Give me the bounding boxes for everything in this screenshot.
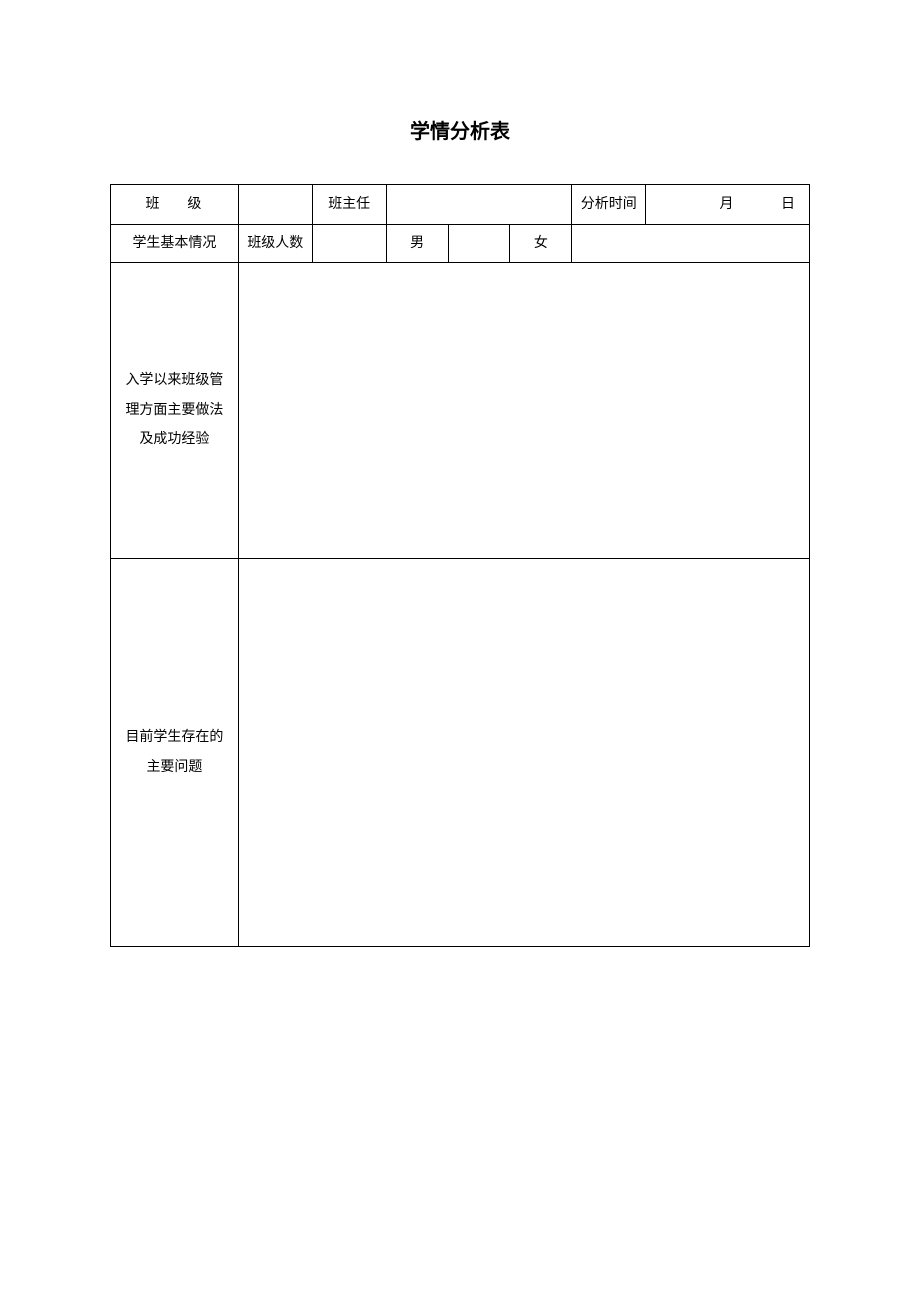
student-issues-value-cell bbox=[238, 559, 809, 947]
teacher-label: 班主任 bbox=[312, 185, 386, 225]
student-issues-label: 目前学生存在的主要问题 bbox=[111, 559, 239, 947]
female-label: 女 bbox=[510, 225, 572, 263]
analysis-time-label: 分析时间 bbox=[572, 185, 646, 225]
class-value-cell bbox=[238, 185, 312, 225]
table-row: 学生基本情况 班级人数 男 女 bbox=[111, 225, 810, 263]
male-value-cell bbox=[448, 225, 510, 263]
month-label: 月 bbox=[720, 191, 734, 219]
teacher-value-cell bbox=[386, 185, 572, 225]
day-label: 日 bbox=[781, 191, 795, 219]
class-count-value-cell bbox=[312, 225, 386, 263]
page-title: 学情分析表 bbox=[0, 115, 920, 144]
class-count-label: 班级人数 bbox=[238, 225, 312, 263]
table-row: 班级 班主任 分析时间 月 日 bbox=[111, 185, 810, 225]
analysis-time-value-cell: 月 日 bbox=[646, 185, 810, 225]
table-row: 入学以来班级管理方面主要做法及成功经验 bbox=[111, 263, 810, 559]
female-value-cell bbox=[572, 225, 810, 263]
table-row: 目前学生存在的主要问题 bbox=[111, 559, 810, 947]
class-label: 班级 bbox=[111, 185, 239, 225]
analysis-form-table: 班级 班主任 分析时间 月 日 学生基本情况 班级人数 男 女 入学以来班级管理… bbox=[110, 184, 810, 947]
male-label: 男 bbox=[386, 225, 448, 263]
basic-info-label: 学生基本情况 bbox=[111, 225, 239, 263]
management-experience-label: 入学以来班级管理方面主要做法及成功经验 bbox=[111, 263, 239, 559]
form-table-wrapper: 班级 班主任 分析时间 月 日 学生基本情况 班级人数 男 女 入学以来班级管理… bbox=[110, 184, 810, 947]
management-experience-value-cell bbox=[238, 263, 809, 559]
